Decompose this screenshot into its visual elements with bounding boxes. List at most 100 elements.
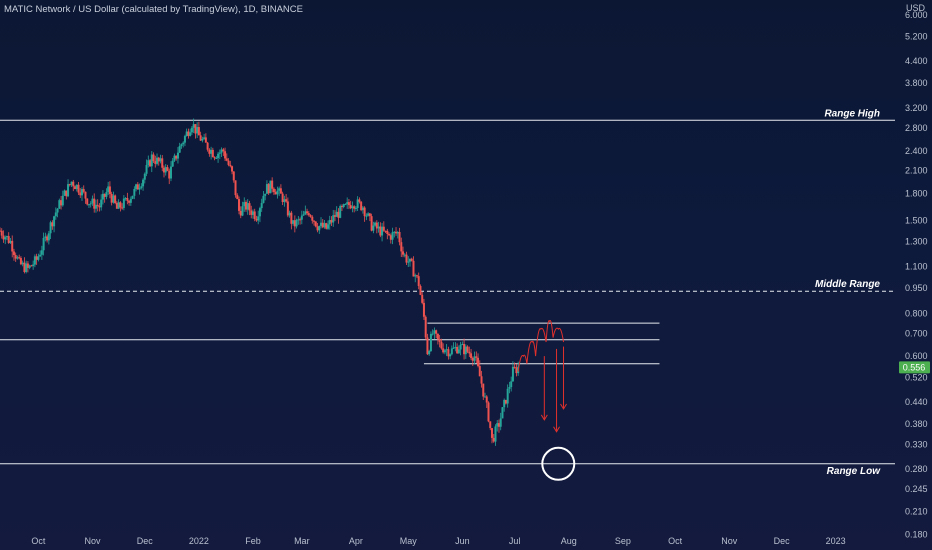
y-tick-label: 0.380	[905, 419, 928, 429]
candle-body	[241, 206, 244, 216]
candle-body	[156, 157, 159, 164]
candle-body	[129, 198, 132, 203]
candle-body	[140, 186, 143, 188]
candle-body	[346, 202, 349, 205]
candle-body	[19, 258, 22, 265]
candle-body	[203, 137, 206, 139]
candle-body	[395, 231, 398, 234]
candle-body	[510, 381, 513, 388]
candle-body	[349, 205, 352, 209]
candle-body	[344, 204, 347, 206]
candle-body	[339, 206, 342, 218]
levels-layer: Range High Middle Range Range Low	[0, 108, 895, 477]
candle-body	[2, 235, 5, 240]
candle-body	[105, 192, 108, 197]
candle-body	[415, 275, 418, 277]
candle-body	[204, 137, 207, 143]
candle-body	[0, 230, 1, 232]
projection-path	[517, 320, 565, 372]
candle-body	[292, 220, 295, 224]
candle-body	[360, 201, 363, 211]
candle-body	[470, 353, 473, 359]
candle-body	[189, 132, 192, 136]
candle-body	[220, 149, 223, 153]
candle-body	[368, 213, 371, 217]
candle-body	[402, 251, 405, 255]
y-tick-label: 0.440	[905, 397, 928, 407]
candle-body	[171, 160, 174, 167]
candle-body	[450, 348, 453, 355]
candle-body	[98, 206, 101, 208]
x-tick-label: May	[400, 536, 418, 546]
candle-body	[386, 230, 389, 235]
candle-body	[478, 366, 481, 377]
candle-body	[400, 242, 403, 252]
candle-body	[274, 192, 277, 195]
candle-body	[135, 184, 138, 189]
candle-body	[234, 180, 237, 196]
x-tick-label: Dec	[137, 536, 154, 546]
projection-arrowhead	[560, 403, 567, 410]
candle-body	[347, 202, 350, 206]
candle-body	[356, 199, 359, 208]
candle-body	[0, 230, 3, 236]
candle-body	[192, 124, 195, 128]
candle-body	[236, 195, 239, 200]
candle-body	[117, 202, 120, 209]
candle-body	[185, 131, 188, 137]
candle-body	[225, 158, 228, 161]
candle-body	[63, 190, 66, 196]
candle-body	[162, 167, 165, 173]
candle-body	[49, 222, 52, 234]
candle-body	[300, 215, 303, 220]
candle-body	[243, 202, 246, 207]
candle-body	[145, 165, 148, 174]
candle-body	[326, 224, 329, 229]
candle-body	[21, 262, 24, 265]
candle-body	[408, 258, 411, 262]
candle-body	[164, 167, 167, 173]
candle-body	[68, 184, 71, 186]
candle-body	[11, 240, 14, 252]
candle-body	[180, 144, 183, 146]
current-price-badge	[899, 361, 930, 374]
y-tick-label: 0.245	[905, 484, 928, 494]
candle-body	[14, 255, 17, 259]
candle-body	[79, 192, 82, 196]
candle-body	[248, 203, 251, 211]
x-tick-label: Sep	[615, 536, 631, 546]
candle-body	[351, 206, 354, 209]
candle-body	[354, 207, 357, 209]
candle-body	[5, 236, 8, 238]
candle-body	[313, 220, 316, 222]
projection-arrowhead	[540, 414, 548, 421]
candle-body	[389, 235, 392, 240]
candle-body	[499, 418, 502, 427]
candle-body	[490, 428, 493, 438]
y-tick-label: 0.950	[905, 283, 928, 293]
candle-body	[110, 193, 113, 203]
candle-body	[328, 219, 331, 225]
candle-body	[482, 383, 485, 397]
candle-body	[316, 226, 319, 231]
candle-body	[176, 152, 179, 159]
candle-body	[211, 149, 214, 158]
candle-body	[511, 366, 514, 382]
candle-body	[61, 195, 64, 206]
y-tick-label: 0.330	[905, 440, 928, 450]
candle-body	[238, 199, 241, 211]
y-tick-label: 0.210	[905, 507, 928, 517]
candle-body	[40, 250, 43, 255]
candle-body	[199, 135, 202, 141]
candle-body	[457, 349, 460, 354]
candle-body	[367, 213, 370, 216]
y-tick-label: 1.500	[905, 215, 928, 225]
candle-body	[77, 184, 80, 193]
candle-body	[314, 221, 317, 227]
candle-body	[112, 195, 115, 203]
candle-body	[74, 186, 77, 190]
candle-body	[257, 216, 260, 221]
candle-body	[447, 349, 450, 357]
candle-body	[215, 157, 218, 159]
